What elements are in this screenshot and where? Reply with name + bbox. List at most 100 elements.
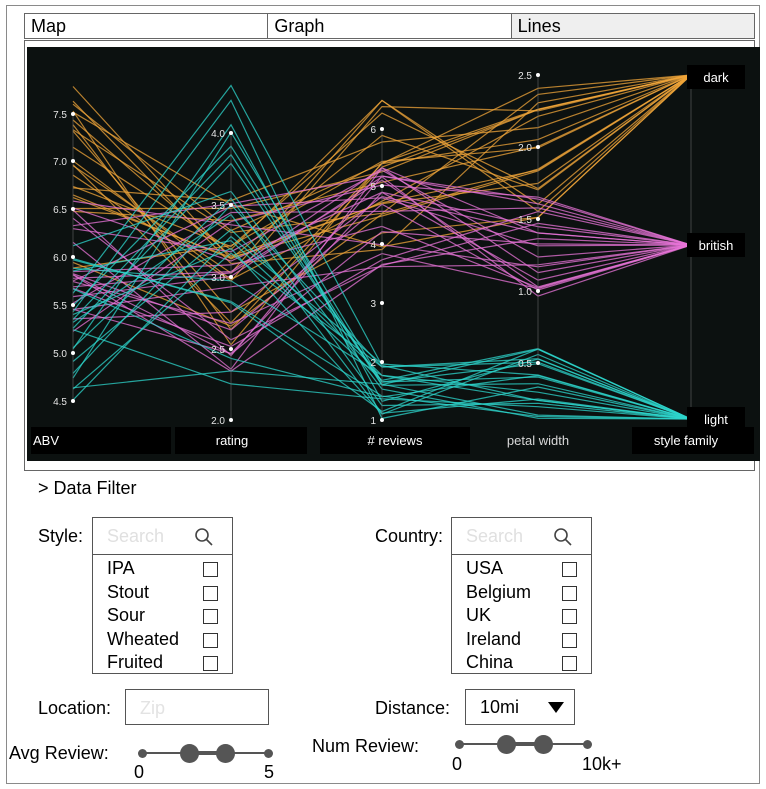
axis-tick-label: 4.5	[53, 397, 67, 408]
country-checkbox[interactable]	[562, 609, 577, 624]
axis-tick-label: 5.0	[53, 349, 67, 360]
style-listbox: Search IPA Stout Sour Wheated Fruited	[92, 517, 233, 674]
axis-tick-label: 6.5	[53, 205, 67, 216]
style-option[interactable]: Wheated	[93, 628, 232, 652]
country-search-input[interactable]: Search	[452, 518, 591, 555]
distance-label: Distance:	[375, 698, 451, 718]
distance-select[interactable]: 10mi	[465, 689, 575, 725]
axis-tick-dot	[71, 207, 75, 211]
num-review-max-dot	[583, 740, 592, 749]
avg-review-slider[interactable]	[138, 744, 276, 763]
country-option[interactable]: USA	[452, 557, 591, 581]
axis-label-bg	[31, 427, 171, 454]
axis-tick-dot	[380, 242, 384, 246]
axis-title: petal width	[507, 433, 569, 448]
avg-review-label: Avg Review:	[9, 743, 109, 763]
category-tick-label: british	[699, 238, 734, 253]
style-option[interactable]: Stout	[93, 581, 232, 605]
country-checkbox[interactable]	[562, 562, 577, 577]
axis-tick-dot	[380, 127, 384, 131]
axis-tick-dot	[71, 159, 75, 163]
country-label: Country:	[375, 526, 444, 546]
style-label: Style:	[38, 526, 84, 546]
country-option[interactable]: China	[452, 651, 591, 675]
country-checkbox[interactable]	[562, 656, 577, 671]
axis-title: # reviews	[368, 433, 423, 448]
country-listbox: Search USA Belgium UK Ireland China	[451, 517, 592, 674]
num-review-low-handle[interactable]	[497, 735, 516, 754]
country-option[interactable]: Ireland	[452, 628, 591, 652]
style-checkbox[interactable]	[203, 656, 218, 671]
axis-title: rating	[216, 433, 249, 448]
search-icon[interactable]	[194, 527, 214, 547]
axis-tick-label: 2.5	[518, 71, 532, 82]
tab-graph[interactable]: Graph	[268, 13, 512, 39]
tab-map[interactable]: Map	[24, 13, 269, 39]
axis-label-bg	[175, 427, 307, 454]
country-option-label: China	[466, 652, 514, 672]
avg-review-low-handle[interactable]	[180, 744, 199, 763]
axis-tick-label: 1.0	[518, 287, 532, 298]
axis-tick-label: 1.5	[518, 215, 532, 226]
axis-tick-label: 5	[370, 182, 376, 193]
axis-tick-dot	[536, 289, 540, 293]
axis-tick-dot	[71, 351, 75, 355]
zip-input[interactable]: Zip	[125, 689, 269, 725]
data-filter-toggle[interactable]: > Data Filter	[38, 478, 137, 498]
zip-placeholder: Zip	[140, 698, 166, 718]
axis-tick-dot	[71, 303, 75, 307]
axis-tick-label: 3	[370, 299, 376, 310]
axis-tick-dot	[536, 217, 540, 221]
num-review-high-handle[interactable]	[534, 735, 553, 754]
tab-bar: Map Graph Lines	[24, 13, 755, 39]
avg-review-high-handle[interactable]	[216, 744, 235, 763]
avg-review-max-label: 5	[264, 762, 275, 782]
axis-title: ABV	[33, 433, 59, 448]
axis-tick-label: 6.0	[53, 253, 67, 264]
style-option[interactable]: Fruited	[93, 651, 232, 675]
tab-lines[interactable]: Lines	[511, 13, 755, 39]
category-tick-label: light	[704, 412, 728, 427]
axis-tick-dot	[380, 360, 384, 364]
axis-tick-dot	[536, 145, 540, 149]
series-line-dark	[72, 74, 692, 248]
axis-tick-label: 2	[370, 358, 376, 369]
axis-tick-label: 6	[370, 125, 376, 136]
category-label-bg	[687, 233, 745, 257]
axis-tick-dot	[229, 347, 233, 351]
style-search-input[interactable]: Search	[93, 518, 232, 555]
axis-tick-label: 0.5	[518, 359, 532, 370]
location-label: Location:	[38, 698, 112, 718]
axis-label-bg	[320, 427, 470, 454]
style-option-label: Stout	[107, 581, 150, 602]
style-checkbox[interactable]	[203, 585, 218, 601]
style-checkbox[interactable]	[203, 632, 218, 648]
axis-tick-dot	[71, 255, 75, 259]
axis-tick-label: 3.0	[211, 273, 225, 284]
num-review-slider[interactable]	[455, 735, 593, 754]
axis-tick-label: 3.5	[211, 201, 225, 212]
country-checkbox[interactable]	[562, 632, 577, 648]
axis-tick-label: 2.5	[211, 345, 225, 356]
axis-tick-label: 1	[370, 416, 376, 427]
axis-tick-label: 4	[370, 240, 376, 251]
style-option-label: Fruited	[107, 652, 164, 672]
search-icon[interactable]	[553, 527, 573, 547]
axis-title: style family	[654, 433, 719, 448]
country-option[interactable]: UK	[452, 604, 591, 628]
country-search-placeholder: Search	[466, 526, 524, 546]
num-review-label: Num Review:	[312, 736, 420, 756]
num-review-min-label: 0	[452, 754, 463, 774]
axis-label-bg	[632, 427, 754, 454]
style-option[interactable]: IPA	[93, 557, 232, 581]
dropdown-arrow-icon[interactable]	[548, 702, 564, 713]
country-checkbox[interactable]	[562, 585, 577, 601]
parallel-coordinates-chart[interactable]: 7.5 7.0 6.5 6.0 5.5 5.0 4.5 4.0 3.5 3.0 2.5 2.0 6 5 4 3…	[27, 47, 760, 461]
category-tick-label: dark	[703, 70, 729, 85]
country-option[interactable]: Belgium	[452, 581, 591, 605]
style-checkbox[interactable]	[203, 609, 218, 624]
avg-review-max-dot	[264, 749, 273, 758]
avg-review-range	[190, 751, 226, 755]
style-option[interactable]: Sour	[93, 604, 232, 628]
style-checkbox[interactable]	[203, 562, 218, 577]
